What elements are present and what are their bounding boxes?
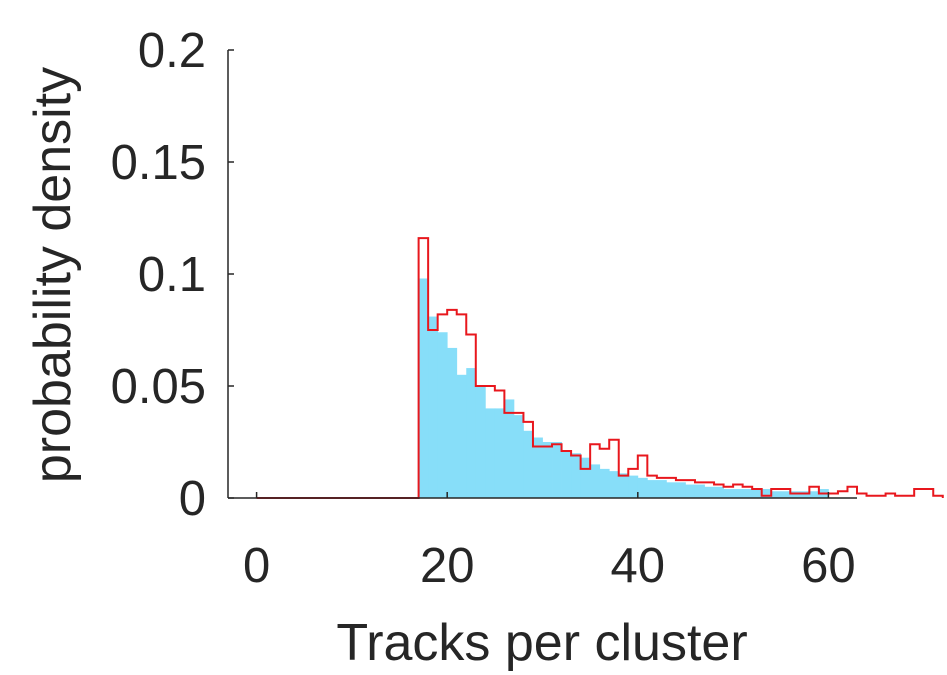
histogram-bar (647, 480, 658, 498)
histogram-bar (675, 482, 686, 498)
axes (227, 49, 857, 499)
histogram-bar (780, 491, 791, 498)
histogram-bar (771, 491, 782, 498)
y-tick-label: 0.1 (138, 248, 206, 302)
histogram-bar (656, 480, 667, 498)
histogram-bar (428, 316, 439, 498)
y-tick-label: 0 (179, 472, 206, 526)
histogram-bar (733, 489, 744, 498)
plot-area (256, 237, 944, 499)
histogram-bar (475, 386, 486, 498)
histogram-bar (590, 464, 601, 498)
histogram-bar (542, 442, 553, 498)
histogram-bar (666, 482, 677, 498)
y-axis-title: probability density (24, 67, 82, 483)
x-tick-label: 0 (243, 539, 270, 593)
histogram-bar (714, 486, 724, 498)
histogram-bar (456, 374, 467, 498)
histogram-bar (752, 489, 763, 498)
histogram-bar (637, 477, 648, 498)
histogram-bar (571, 453, 582, 498)
histogram-bar (685, 484, 696, 498)
histogram-bar (466, 368, 477, 498)
histogram-bar (599, 468, 610, 498)
y-tick-label: 0.2 (138, 24, 206, 78)
histogram-bar (609, 471, 620, 498)
histogram-bar (494, 408, 505, 498)
histogram-bar (723, 489, 734, 498)
histogram-bar (694, 484, 705, 498)
x-axis-title: Tracks per cluster (336, 614, 747, 672)
histogram-bar (437, 332, 448, 498)
histogram-bar (809, 491, 820, 498)
histogram-bar (513, 415, 524, 498)
histogram-bar (580, 457, 591, 498)
histogram-bar (532, 437, 543, 498)
histogram-bar (761, 489, 772, 498)
histogram-bar (704, 486, 715, 498)
histogram-bar (561, 450, 572, 498)
histogram-bar (504, 399, 515, 498)
histogram-bar (628, 475, 639, 498)
histogram-bar (618, 473, 629, 498)
x-tick-label: 20 (420, 539, 475, 593)
histogram-bar (799, 491, 810, 498)
histogram-bar (742, 489, 753, 498)
tick-labels: 0 20 40 60 0 0.05 0.1 0.15 0.2 (111, 24, 856, 593)
histogram-bar (447, 347, 458, 498)
histogram-bar (552, 442, 562, 498)
y-tick-label: 0.05 (111, 360, 206, 414)
histogram-bar (523, 430, 534, 498)
x-tick-label: 60 (801, 539, 856, 593)
histogram-bar (790, 491, 801, 498)
step-histogram-line (256, 237, 944, 499)
x-tick-label: 40 (611, 539, 666, 593)
histogram-bar (485, 408, 496, 498)
histogram-bar (418, 278, 429, 498)
y-tick-label: 0.15 (111, 136, 206, 190)
